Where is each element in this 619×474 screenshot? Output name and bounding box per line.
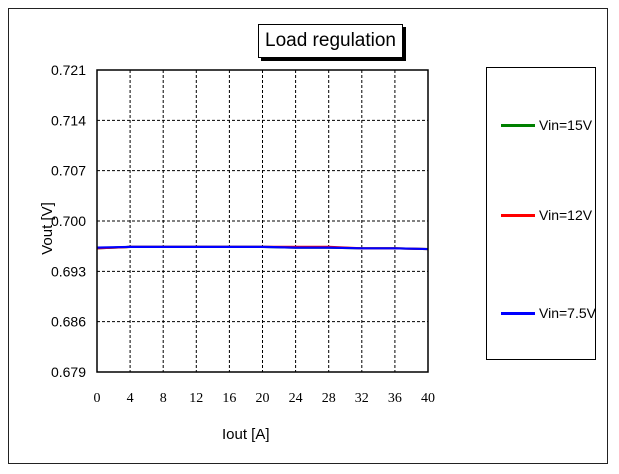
x-tick-label: 0 — [94, 391, 101, 406]
series-layer — [96, 245, 429, 251]
x-tick-labels: 0 4 8 12 16 20 24 28 32 36 40 — [94, 391, 436, 406]
y-tick-label: 0.700 — [51, 213, 86, 229]
grid-lines — [97, 70, 428, 372]
y-axis-label: Vout [V] — [38, 202, 56, 255]
y-tick-label: 0.714 — [51, 112, 86, 128]
chart-title: Load regulation — [258, 24, 403, 58]
x-tick-label: 28 — [322, 391, 336, 406]
x-tick-label: 4 — [127, 391, 134, 406]
legend-label: Vin=12V — [539, 207, 593, 223]
y-tick-label: 0.693 — [51, 263, 86, 279]
x-tick-label: 12 — [189, 391, 203, 406]
legend-swatch-green — [501, 123, 535, 127]
x-axis-label: Iout [A] — [222, 426, 270, 443]
series-line-2 — [96, 245, 429, 251]
y-tick-label: 0.721 — [51, 62, 86, 78]
x-tick-label: 36 — [388, 391, 402, 406]
x-tick-label: 32 — [355, 391, 369, 406]
y-tick-label: 0.686 — [51, 314, 86, 330]
legend-swatch-red — [501, 213, 535, 217]
y-tick-label: 0.679 — [51, 364, 86, 380]
x-tick-label: 40 — [421, 391, 435, 406]
x-tick-label: 20 — [256, 391, 270, 406]
y-tick-labels: 0.721 0.714 0.707 0.700 0.693 0.686 0.679 — [51, 62, 86, 380]
legend-item-vin-12v: Vin=12V — [501, 205, 592, 225]
legend-label: Vin=15V — [539, 117, 593, 133]
legend-item-vin-7-5v: Vin=7.5V — [501, 303, 596, 323]
legend: Vin=15V Vin=12V Vin=7.5V — [486, 67, 596, 360]
x-tick-label: 8 — [160, 391, 167, 406]
plot-border — [96, 69, 429, 373]
x-tick-label: 16 — [222, 391, 236, 406]
x-tick-label: 24 — [289, 391, 303, 406]
legend-label: Vin=7.5V — [539, 305, 596, 321]
y-tick-label: 0.707 — [51, 163, 86, 179]
legend-swatch-blue — [501, 311, 535, 315]
legend-item-vin-15v: Vin=15V — [501, 115, 592, 135]
